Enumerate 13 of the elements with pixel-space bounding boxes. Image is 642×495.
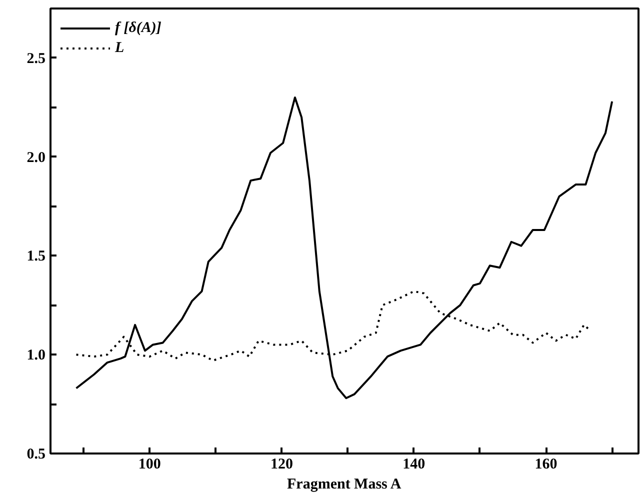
y-tick-label: 0.5 bbox=[26, 446, 46, 462]
x-tick-label: 120 bbox=[270, 456, 293, 472]
x-tick-label: 140 bbox=[402, 456, 426, 472]
x-axis-title: Fragment Mass A bbox=[287, 476, 402, 492]
legend-label: f [δ(A)] bbox=[115, 20, 162, 36]
line-series bbox=[75, 96, 614, 400]
y-tick-label: 2.0 bbox=[26, 150, 46, 166]
y-tick-label: 1.0 bbox=[26, 348, 46, 364]
y-tick-label: 1.5 bbox=[26, 248, 46, 265]
x-tick-label: 160 bbox=[534, 456, 558, 472]
legend-label: L bbox=[115, 40, 126, 56]
y-tick-label: 2.5 bbox=[26, 50, 46, 67]
x-tick-label: 100 bbox=[138, 456, 161, 472]
